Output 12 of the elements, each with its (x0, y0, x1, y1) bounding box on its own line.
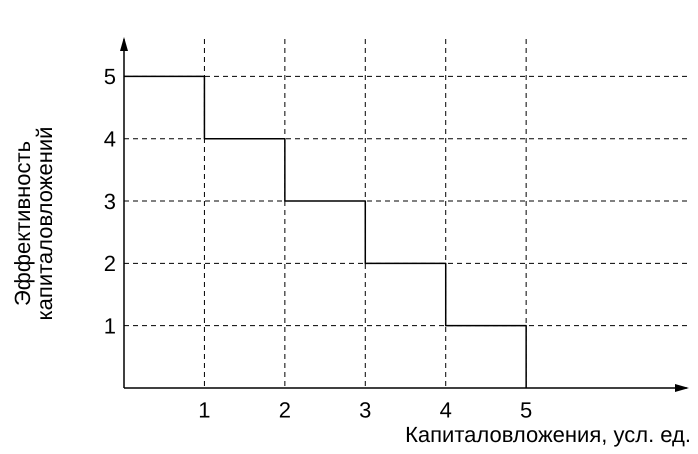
y-tick-label: 2 (104, 251, 116, 276)
x-tick-label: 5 (520, 398, 532, 423)
y-tick-label: 5 (104, 64, 116, 90)
y-tick-label: 4 (104, 126, 116, 152)
y-tick-label: 1 (104, 313, 116, 338)
x-tick-label: 3 (359, 398, 372, 423)
x-axis-title: Капиталовложения, усл. ед. (405, 422, 691, 447)
x-tick-label: 4 (440, 398, 452, 423)
y-tick-label: 3 (104, 188, 116, 214)
x-tick-label: 1 (198, 398, 211, 423)
y-axis-title: Эффективность капиталовложений (10, 126, 57, 320)
x-tick-label: 2 (278, 398, 291, 423)
